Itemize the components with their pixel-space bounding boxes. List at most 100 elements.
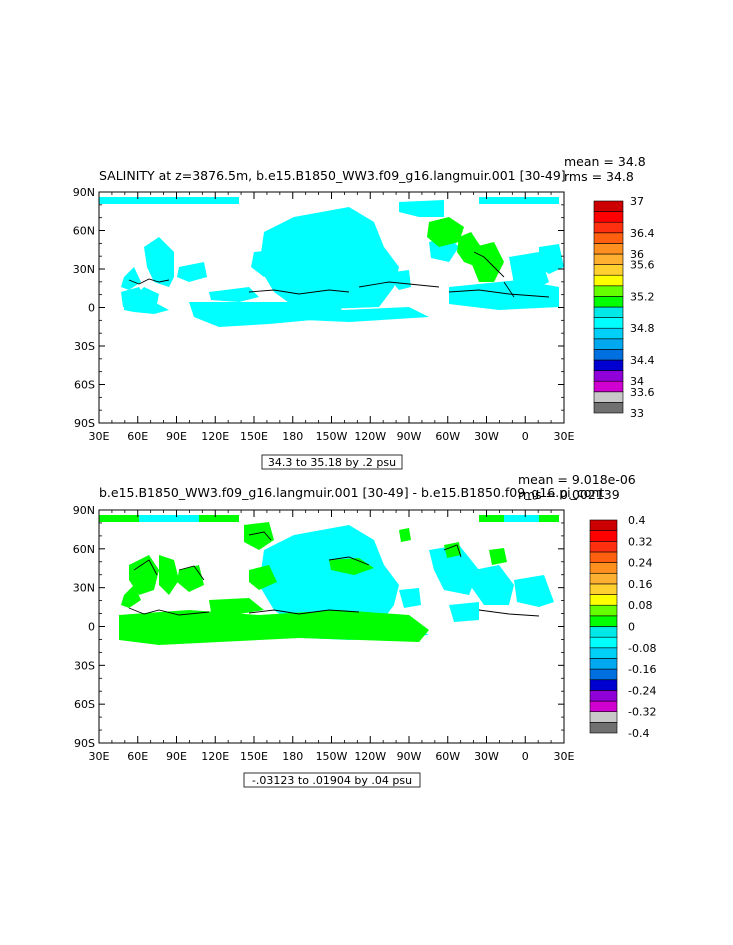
y-tick-label: 30N: [73, 263, 95, 276]
legend-swatch: [589, 668, 618, 681]
ocean-region: [244, 522, 274, 550]
salinity-panel: SALINITY at z=3876.5m, b.e15.B1850_WW3.f…: [73, 154, 655, 470]
x-tick-label: 0: [522, 430, 529, 443]
legend-label: 34.8: [630, 322, 655, 335]
legend-swatch: [589, 604, 618, 617]
ocean-region: [449, 280, 559, 310]
legend-label: -0.32: [628, 706, 656, 719]
contour-lines: [128, 531, 540, 617]
ocean-region: [449, 602, 479, 622]
legend-label: 0.24: [628, 557, 653, 570]
ocean-region: [444, 542, 461, 558]
legend-swatch: [589, 722, 618, 734]
ocean-region: [539, 244, 564, 274]
y-tick-label: 30S: [74, 340, 95, 353]
contour-line: [248, 531, 272, 541]
legend-swatch: [589, 615, 618, 627]
ocean-region: [121, 267, 141, 290]
legend-swatch: [589, 679, 618, 691]
y-tick-label: 60S: [74, 698, 95, 711]
x-tick-label: 60E: [127, 430, 148, 443]
map-area: [98, 509, 565, 744]
x-tick-label: 120W: [354, 750, 386, 763]
legend-swatch: [589, 647, 618, 659]
ocean-region: [251, 250, 279, 277]
legend-swatch: [593, 391, 624, 403]
ocean-region: [119, 610, 429, 645]
legend-swatch: [593, 380, 624, 393]
legend-swatch: [589, 626, 618, 638]
x-tick-label: 150W: [316, 750, 348, 763]
stat-rms: rms = 0.002139: [518, 487, 620, 502]
legend-swatch: [589, 690, 618, 702]
map-area: [98, 191, 565, 424]
x-tick-label: 150W: [316, 430, 348, 443]
legend-label: 0.08: [628, 599, 653, 612]
ocean-region: [259, 207, 399, 310]
legend-label: -0.24: [628, 684, 656, 697]
ocean-region: [199, 515, 239, 522]
legend-swatch: [593, 221, 624, 234]
legend-swatch: [589, 583, 618, 595]
y-tick-label: 30N: [73, 582, 95, 595]
ocean-region: [427, 217, 464, 247]
y-tick-label: 60N: [73, 225, 95, 238]
ocean-region: [399, 528, 411, 542]
x-tick-label: 120E: [201, 430, 229, 443]
range-box: [261, 454, 403, 470]
ocean-region: [121, 287, 149, 310]
x-tick-label: 0: [522, 750, 529, 763]
x-tick-label: 120E: [201, 750, 229, 763]
legend-label: 34: [630, 375, 644, 388]
x-tick-label: 60E: [127, 750, 148, 763]
contour-line: [473, 251, 505, 278]
y-tick-label: 30S: [74, 659, 95, 672]
contour-line: [503, 281, 515, 298]
ocean-region: [209, 598, 264, 614]
x-tick-label: 90E: [166, 430, 187, 443]
contour-line: [478, 609, 540, 617]
legend-label: 0.4: [628, 514, 646, 527]
ocean-region: [471, 242, 504, 282]
color-legend: 33 33.634 34.4 34.8 35.2 35.636 36.4 37: [593, 195, 655, 420]
ocean-region: [159, 555, 179, 595]
contour-line: [328, 556, 370, 566]
legend-label: 0: [628, 621, 635, 634]
stat-mean: mean = 9.018e-06: [518, 472, 636, 487]
ocean-region: [539, 515, 559, 522]
legend-swatch: [589, 551, 618, 563]
ocean-region: [99, 515, 139, 522]
contour-line: [128, 607, 210, 616]
legend-label: 35.6: [630, 259, 655, 272]
legend-swatch: [589, 594, 618, 606]
legend-swatch: [593, 264, 624, 276]
x-tick-label: 150E: [240, 750, 268, 763]
ocean-fills: [99, 515, 559, 645]
legend-swatch: [593, 317, 624, 329]
x-tick-label: 30W: [474, 750, 499, 763]
x-tick-label: 120W: [354, 430, 386, 443]
x-tick-label: 60W: [435, 430, 460, 443]
ocean-region: [299, 307, 429, 322]
ocean-region: [399, 200, 444, 217]
ocean-region: [209, 287, 259, 302]
legend-label: 33: [630, 407, 644, 420]
legend-swatch: [593, 274, 624, 287]
x-tick-label: 30E: [89, 430, 110, 443]
legend-swatch: [593, 306, 624, 318]
contour-line: [358, 281, 440, 288]
legend-swatch: [593, 200, 624, 212]
contour-line: [443, 544, 462, 558]
legend-swatch: [593, 243, 624, 255]
legend-label: 0.32: [628, 535, 653, 548]
contour-line: [248, 609, 360, 615]
legend-label: 35.2: [630, 290, 655, 303]
legend-swatch: [589, 562, 618, 574]
ocean-region: [479, 515, 504, 522]
x-tick-label: 180: [282, 430, 303, 443]
legend-swatch: [593, 211, 624, 223]
legend-label: -0.4: [628, 727, 649, 740]
legend-swatch: [593, 232, 624, 244]
x-tick-label: 30E: [554, 750, 575, 763]
